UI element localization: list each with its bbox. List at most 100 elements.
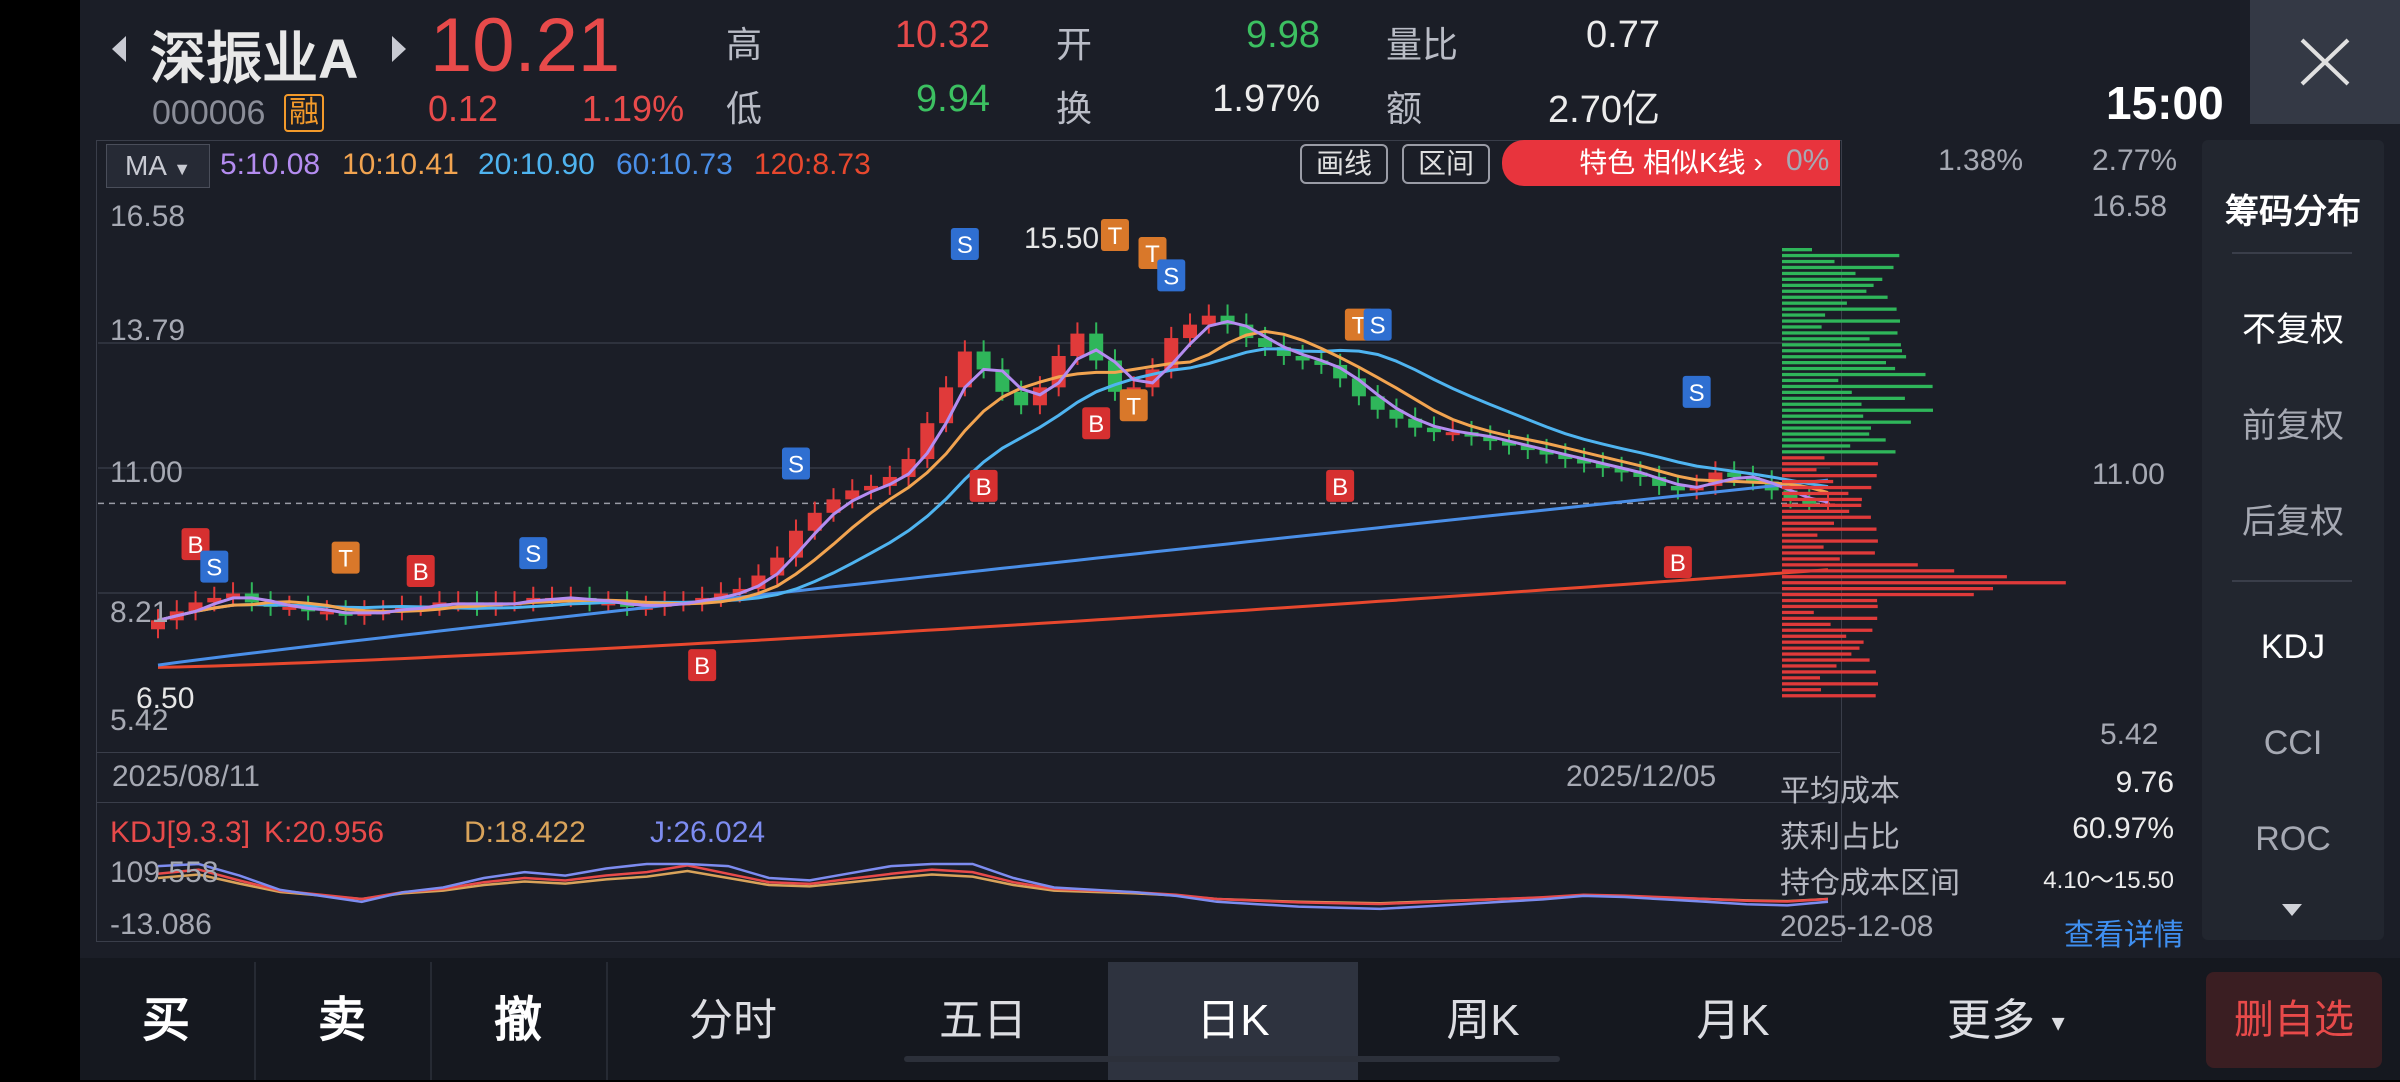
cancel-order-button[interactable]: 撤	[493, 994, 542, 1047]
candle-body	[826, 499, 841, 513]
bottom-divider-2	[430, 962, 432, 1080]
buy-button[interactable]: 买	[141, 994, 190, 1047]
candle-body	[751, 575, 766, 589]
chip-bar	[1782, 658, 1870, 662]
chip-bar	[1782, 301, 1847, 305]
chip-bar	[1782, 450, 1896, 454]
signal-badge	[1682, 375, 1711, 408]
range-button[interactable]: 区间	[1402, 144, 1490, 184]
chip-bar	[1782, 509, 1850, 513]
side-cci[interactable]: CCI	[2263, 724, 2323, 762]
tab-month-k[interactable]: 月K	[1696, 996, 1770, 1045]
ma-selector-label: MA	[124, 150, 166, 181]
candle-body	[1445, 432, 1460, 436]
chip-bar	[1782, 432, 1870, 436]
candle-body	[188, 602, 203, 612]
kdj-j: J:26.024	[650, 816, 766, 849]
chip-bar	[1782, 444, 1851, 448]
chip-distribution-chart[interactable]	[1780, 190, 2264, 750]
candle-body	[957, 351, 972, 388]
turnover-value: 1.97%	[1212, 78, 1320, 120]
signal-badge-label: B	[413, 559, 429, 586]
side-kdj[interactable]: KDJ	[2260, 628, 2326, 666]
dist-pct-2: 2.77%	[2092, 144, 2178, 177]
similar-kline-button[interactable]: 特色 相似K线 ›	[1502, 140, 1840, 186]
tab-more[interactable]: 更多 ▼	[1858, 962, 2158, 1082]
candle-body	[976, 351, 991, 370]
distribution-date: 2025-12-08	[1780, 910, 1934, 943]
candle-body	[1276, 347, 1291, 356]
candle-body	[1314, 360, 1329, 365]
tab-day-k[interactable]: 日K	[1108, 962, 1358, 1080]
signal-badge	[1663, 546, 1692, 579]
signal-badge	[1157, 259, 1186, 292]
chip-bar	[1782, 622, 1831, 626]
side-roc[interactable]: ROC	[2255, 820, 2331, 858]
draw-line-button[interactable]: 画线	[1300, 144, 1388, 184]
avg-cost-label: 平均成本	[1780, 775, 1900, 808]
tab-five-day[interactable]: 五日	[939, 996, 1027, 1045]
signal-badge	[969, 469, 998, 502]
view-details-link[interactable]: 查看详情	[2064, 919, 2184, 952]
chevron-down-icon: ▼	[173, 159, 192, 179]
ma10-line	[157, 329, 1829, 622]
chip-bar	[1782, 313, 1826, 317]
chip-bar	[1782, 396, 1905, 400]
y-label-4: 8.21	[110, 596, 169, 629]
chip-bar	[1782, 533, 1818, 537]
chip-bar	[1782, 390, 1852, 394]
signal-badge-label: S	[525, 541, 541, 568]
chip-bar	[1782, 557, 1840, 561]
chip-bar	[1782, 676, 1820, 680]
price-change: 0.12	[428, 88, 499, 129]
volume-ratio-value: 0.77	[1586, 14, 1660, 56]
ma10-value: 10:10.41	[342, 148, 459, 181]
y-label-bottom: 5.42	[110, 704, 169, 737]
remove-watchlist-button[interactable]: 删自选	[2206, 972, 2382, 1068]
signal-badge-label: S	[1689, 380, 1705, 407]
signal-badge-label: T	[1352, 313, 1367, 340]
candle-body	[1389, 409, 1404, 419]
side-no-adjust[interactable]: 不复权	[2242, 311, 2344, 349]
candle-body	[864, 485, 879, 491]
sell-button[interactable]: 卖	[317, 994, 366, 1047]
candle-body	[1577, 459, 1592, 464]
signal-badge	[781, 447, 810, 480]
dist-pct-1: 1.38%	[1938, 144, 2024, 177]
kdj-chart[interactable]	[98, 856, 1840, 940]
next-stock-arrow-icon[interactable]	[388, 34, 410, 69]
chip-bar	[1782, 319, 1900, 323]
candle-body	[1089, 333, 1104, 361]
chip-bar	[1782, 652, 1852, 656]
chip-bar	[1782, 337, 1870, 341]
chip-bar	[1782, 414, 1864, 418]
chip-bar	[1782, 646, 1860, 650]
side-chip-distribution[interactable]: 筹码分布	[2225, 193, 2361, 231]
current-price: 10.21	[430, 3, 621, 88]
low-price-marker: 6.50	[136, 682, 195, 715]
tab-intraday[interactable]: 分时	[689, 996, 777, 1045]
chip-bar	[1782, 402, 1862, 406]
candle-body	[1333, 364, 1348, 379]
side-more-chevron-icon[interactable]	[2280, 902, 2304, 923]
candle-body	[1558, 454, 1573, 460]
tab-week-k[interactable]: 周K	[1446, 996, 1520, 1045]
side-pre-adjust[interactable]: 前复权	[2242, 407, 2344, 445]
signal-badge-label: S	[788, 452, 804, 479]
chip-bar	[1782, 384, 1933, 389]
candle-body	[1802, 499, 1817, 504]
chip-bar	[1782, 248, 1812, 252]
candle-body	[1614, 468, 1629, 473]
chip-bar	[1782, 253, 1900, 258]
open-value: 9.98	[1246, 14, 1320, 56]
close-button[interactable]	[2250, 0, 2400, 124]
date-divider	[96, 752, 1840, 753]
side-post-adjust[interactable]: 后复权	[2242, 503, 2344, 541]
side-divider-2	[2232, 580, 2352, 582]
ma-selector[interactable]: MA ▼	[106, 144, 210, 188]
chip-bar	[1782, 295, 1888, 299]
chip-bar	[1782, 349, 1902, 353]
prev-stock-arrow-icon[interactable]	[108, 34, 130, 69]
chip-bar	[1782, 420, 1911, 424]
